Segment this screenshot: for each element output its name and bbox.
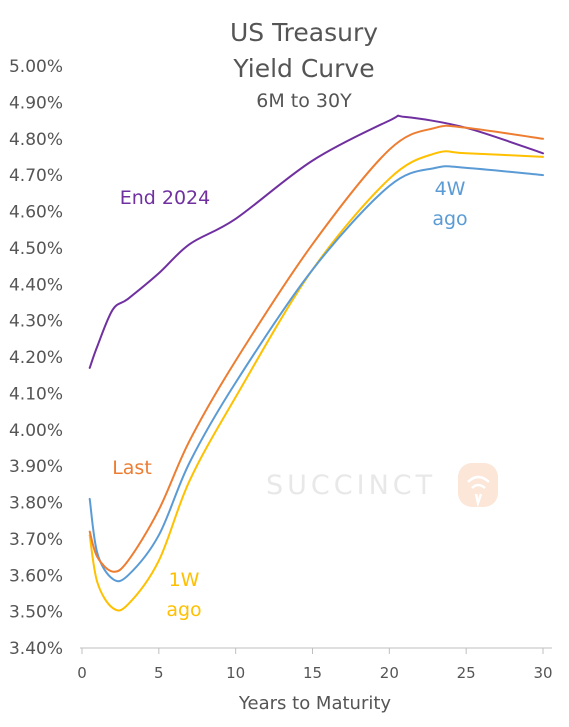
y-tick-label: 4.00% — [9, 421, 63, 441]
y-tick-label: 4.90% — [9, 93, 63, 113]
x-tick-label: 10 — [226, 664, 245, 682]
chart-title-line2: Yield Curve — [232, 54, 374, 83]
x-tick-label: 30 — [533, 664, 552, 682]
y-tick-label: 4.50% — [9, 239, 63, 259]
y-tick-label: 3.50% — [9, 603, 63, 623]
chart-title-line1: US Treasury — [230, 18, 378, 47]
y-tick-label: 4.80% — [9, 130, 63, 150]
x-tick-label: 25 — [457, 664, 476, 682]
series-line-1w-ago — [88, 150, 544, 612]
y-tick-label: 3.90% — [9, 457, 63, 477]
x-tick-label: 5 — [154, 664, 164, 682]
series-lines — [88, 114, 544, 612]
y-tick-label: 3.80% — [9, 494, 63, 514]
x-tick-label: 15 — [303, 664, 322, 682]
y-tick-label: 4.10% — [9, 384, 63, 404]
x-axis-ticks: 0 5 10 15 20 25 30 — [77, 648, 553, 682]
y-tick-label: 4.20% — [9, 348, 63, 368]
x-tick-label: 0 — [77, 664, 87, 682]
series-label-1w-ago: 1W ago — [166, 569, 201, 621]
y-tick-label: 4.60% — [9, 203, 63, 223]
y-tick-label: 3.70% — [9, 530, 63, 550]
watermark-text: SUCCINCT — [266, 470, 436, 501]
y-tick-label: 4.30% — [9, 312, 63, 332]
series-label-end-2024: End 2024 — [120, 187, 211, 209]
series-label-4w-ago: 4W ago — [432, 178, 467, 230]
y-axis-ticks: 3.40% 3.50% 3.60% 3.70% 3.80% 3.90% 4.00% 4.10%… — [9, 57, 63, 659]
y-tick-label: 3.60% — [9, 566, 63, 586]
series-line-last — [88, 124, 544, 573]
x-axis-label: Years to Maturity — [238, 693, 391, 714]
y-tick-label: 4.70% — [9, 166, 63, 186]
x-tick-label: 20 — [380, 664, 399, 682]
series-line-4w-ago — [88, 165, 544, 583]
y-tick-label: 3.40% — [9, 639, 63, 659]
watermark-logo-icon — [458, 463, 498, 508]
series-label-last: Last — [112, 457, 152, 479]
series-labels: End 2024 Last 1W ago 4W ago — [112, 178, 467, 621]
y-tick-label: 4.40% — [9, 275, 63, 295]
watermark: SUCCINCT — [266, 463, 498, 508]
series-line-end-2024 — [88, 114, 544, 369]
y-tick-label: 5.00% — [9, 57, 63, 77]
chart-subtitle: 6M to 30Y — [256, 90, 352, 112]
